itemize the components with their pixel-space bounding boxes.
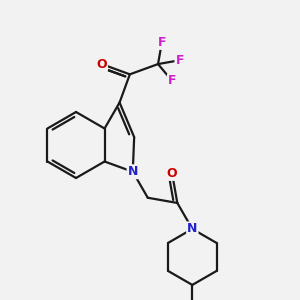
Text: F: F [158, 36, 166, 49]
Text: N: N [187, 222, 197, 236]
Text: O: O [96, 58, 107, 70]
Text: F: F [168, 74, 176, 87]
Text: O: O [167, 167, 177, 180]
Text: N: N [128, 165, 138, 178]
Text: F: F [176, 54, 184, 67]
